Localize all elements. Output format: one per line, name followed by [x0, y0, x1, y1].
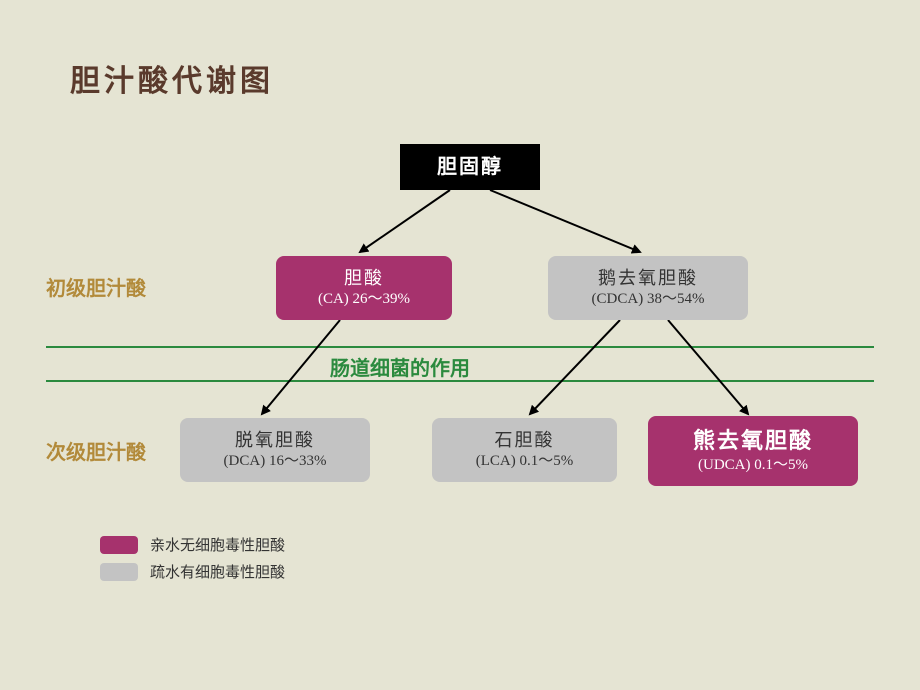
node-cdca-label: 鹅去氧胆酸	[598, 267, 698, 290]
legend-swatch-hydrophobic	[100, 563, 138, 581]
legend: 亲水无细胞毒性胆酸 疏水有细胞毒性胆酸	[100, 534, 285, 588]
node-dca-label: 脱氧胆酸	[235, 429, 315, 452]
section-label-secondary: 次级胆汁酸	[46, 436, 146, 465]
node-ca-label: 胆酸	[344, 267, 384, 290]
node-dca-sublabel: (DCA) 16～33%	[224, 452, 327, 472]
node-lca: 石胆酸 (LCA) 0.1～5%	[432, 418, 617, 482]
section-label-primary: 初级胆汁酸	[46, 272, 146, 301]
band-text: 肠道细菌的作用	[330, 352, 470, 381]
node-dca: 脱氧胆酸 (DCA) 16～33%	[180, 418, 370, 482]
node-cdca: 鹅去氧胆酸 (CDCA) 38～54%	[548, 256, 748, 320]
node-lca-sublabel: (LCA) 0.1～5%	[476, 452, 574, 472]
node-root-label: 胆固醇	[437, 154, 503, 180]
node-ca-sublabel: (CA) 26～39%	[318, 290, 410, 310]
node-udca-label: 熊去氧胆酸	[693, 427, 813, 456]
legend-text-hydrophobic: 疏水有细胞毒性胆酸	[150, 561, 285, 582]
node-udca: 熊去氧胆酸 (UDCA) 0.1～5%	[648, 416, 858, 486]
diagram-title: 胆汁酸代谢图	[70, 56, 274, 100]
node-cdca-sublabel: (CDCA) 38～54%	[592, 290, 705, 310]
band-line-top	[46, 346, 874, 348]
legend-item-hydrophobic: 疏水有细胞毒性胆酸	[100, 561, 285, 582]
node-root: 胆固醇	[400, 144, 540, 190]
node-lca-label: 石胆酸	[495, 429, 555, 452]
node-udca-sublabel: (UDCA) 0.1～5%	[698, 456, 808, 476]
legend-swatch-hydrophilic	[100, 536, 138, 554]
legend-text-hydrophilic: 亲水无细胞毒性胆酸	[150, 534, 285, 555]
node-ca: 胆酸 (CA) 26～39%	[276, 256, 452, 320]
legend-item-hydrophilic: 亲水无细胞毒性胆酸	[100, 534, 285, 555]
